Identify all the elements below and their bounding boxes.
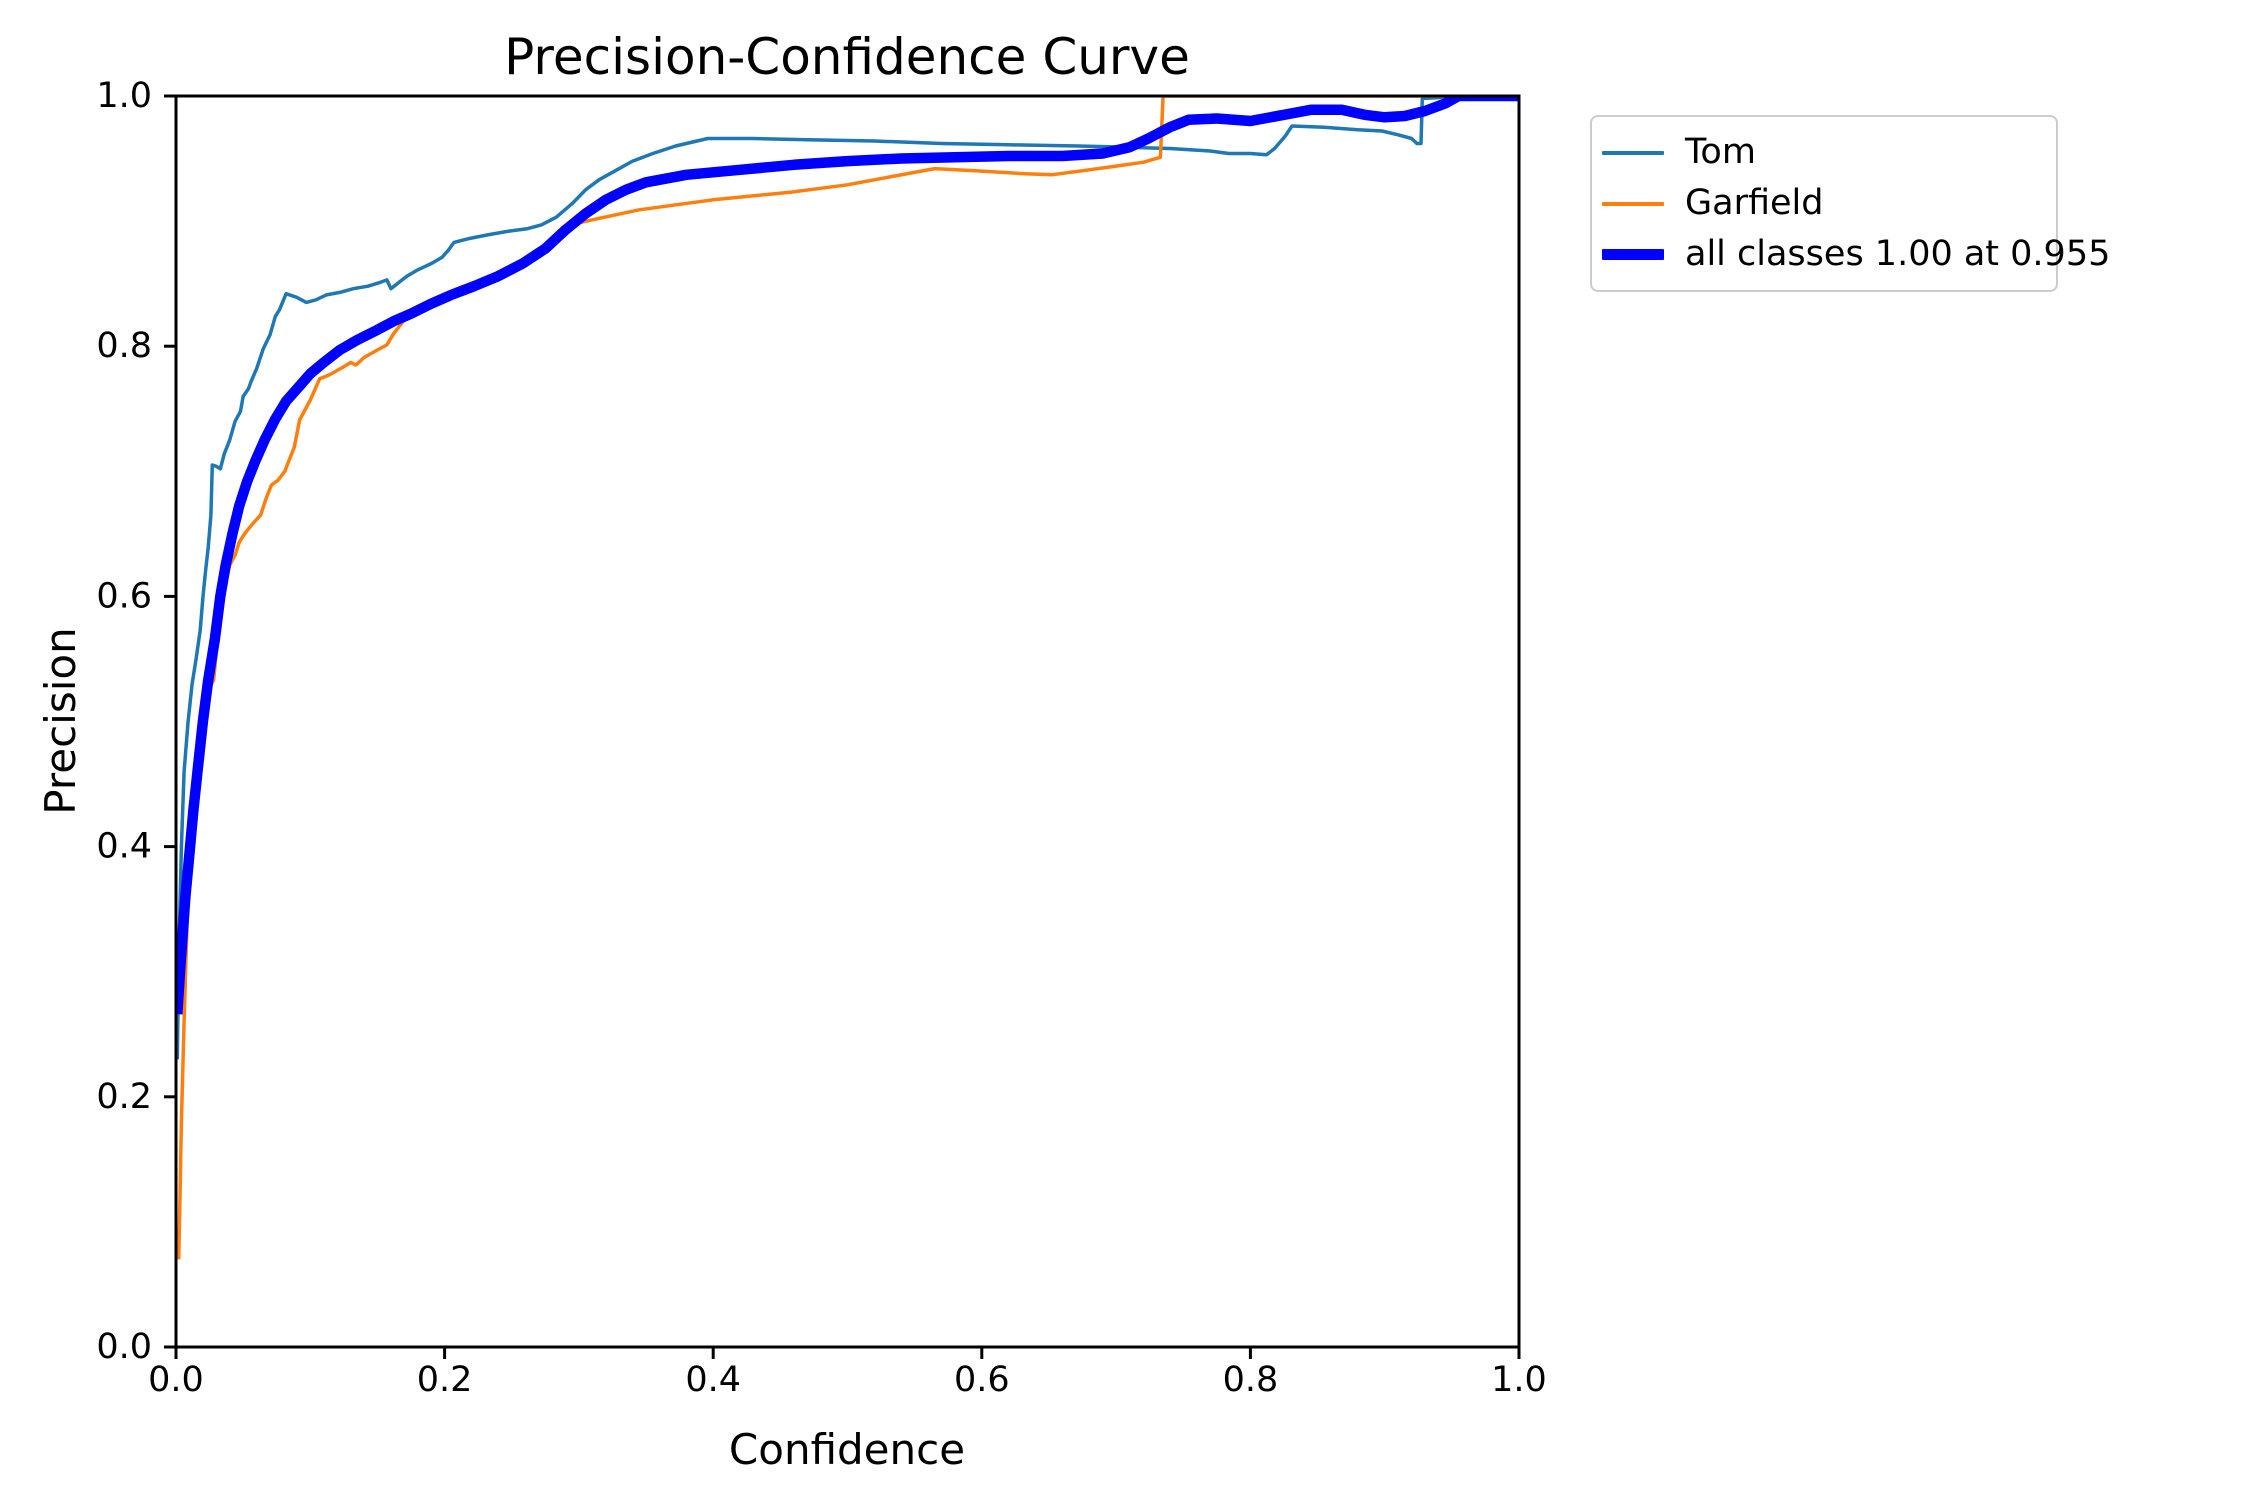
y-axis-label: Precision	[36, 627, 85, 814]
legend-label-tom: Tom	[1685, 132, 1756, 172]
x-axis-label: Confidence	[729, 1425, 965, 1474]
series-line-all-classes	[176, 96, 1519, 1015]
x-tick-0.2-label: 0.2	[417, 1360, 473, 1400]
x-tick-0.6-label: 0.6	[954, 1360, 1010, 1400]
y-tick-0.2-label: 0.2	[96, 1077, 152, 1117]
legend-item-tom: Tom	[1602, 128, 2056, 178]
x-tick-0.0-label: 0.0	[148, 1360, 204, 1400]
x-tick-1.0-label: 1.0	[1491, 1360, 1547, 1400]
x-tick-0.8-label: 0.8	[1223, 1360, 1279, 1400]
x-axis-ticks: 0.0 0.2 0.4 0.6 0.8 1.0	[148, 1347, 1547, 1400]
legend-item-all-classes: all classes 1.00 at 0.955	[1602, 230, 2110, 280]
all-classes-line-sample-icon	[1602, 249, 1664, 260]
chart-curves	[176, 96, 1519, 1260]
y-tick-0.0-label: 0.0	[96, 1327, 152, 1367]
series-line-tom	[176, 96, 1519, 1060]
y-tick-0.4-label: 0.4	[96, 827, 152, 867]
tom-line-sample-icon	[1602, 150, 1664, 155]
y-tick-0.8-label: 0.8	[96, 326, 152, 366]
legend-label-all-classes: all classes 1.00 at 0.955	[1685, 234, 2111, 274]
legend-label-garfield: Garfield	[1685, 183, 1824, 223]
plot-border	[174, 94, 1521, 1349]
y-tick-0.6-label: 0.6	[96, 576, 152, 616]
chart-legend: Tom Garfield all classes 1.00 at 0.955	[1590, 115, 2110, 292]
legend-item-garfield: Garfield	[1602, 179, 2056, 229]
y-axis-ticks: 0.0 0.2 0.4 0.6 0.8 1.0	[96, 76, 176, 1367]
x-tick-0.4-label: 0.4	[685, 1360, 741, 1400]
y-tick-1.0-label: 1.0	[96, 76, 152, 116]
garfield-line-sample-icon	[1602, 201, 1664, 206]
series-line-garfield	[176, 96, 1519, 1260]
chart-title: Precision-Confidence Curve	[504, 28, 1190, 86]
